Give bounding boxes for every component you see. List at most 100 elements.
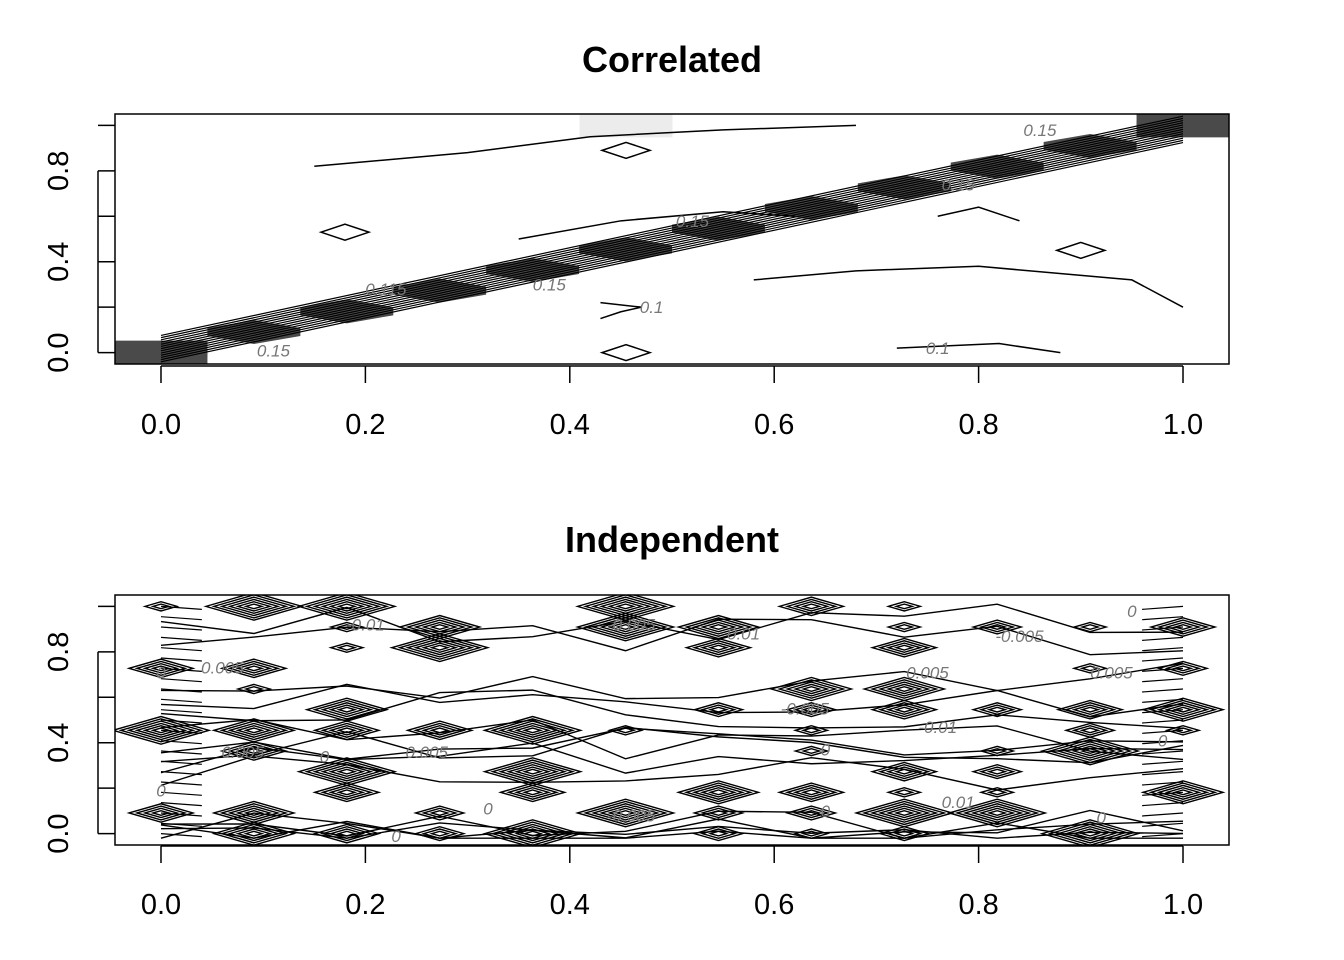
contour-line (160, 771, 202, 776)
contour-ring (429, 644, 451, 651)
contour-ring (328, 786, 366, 798)
contour-ring (869, 637, 939, 658)
contour-ring (599, 343, 653, 362)
contour-ring (877, 764, 931, 780)
contour-line (160, 820, 1184, 839)
contour-label: 0.1 (640, 298, 664, 317)
contour-ring (134, 722, 188, 738)
contour-label: 0.15 (533, 275, 567, 294)
contour-label: -0.01 (346, 616, 385, 635)
contour-line (1142, 657, 1184, 662)
x-tick-label: 1.0 (1163, 889, 1203, 921)
contour-line (160, 647, 202, 652)
contour-label: 0.15 (1023, 121, 1057, 140)
contour-ring (893, 706, 915, 713)
contour-line (160, 755, 1184, 791)
contour-line (160, 812, 1184, 839)
contour-line (160, 115, 1184, 337)
contour-ring (1071, 725, 1109, 736)
contour-ring (1079, 665, 1101, 672)
y-tick-label: 0.8 (43, 151, 75, 191)
contour-line (1142, 678, 1184, 683)
contour-line (600, 301, 642, 320)
contour-line (1142, 833, 1184, 838)
contour-ring (296, 595, 398, 621)
contour-ring (885, 704, 923, 715)
contour-label: 0.005 (201, 659, 244, 678)
contour-ring (429, 809, 451, 817)
contour-ring (1063, 743, 1117, 759)
contour-ring (1140, 780, 1226, 805)
contour-ring (683, 782, 753, 803)
plot-area: 0.15 0.15 0.15 0.115 0.15 0.1 0.1 0.15 (115, 114, 1229, 364)
contour-label: -0.005 (995, 627, 1044, 646)
contour-ring (142, 601, 180, 612)
x-tick-label: 0.2 (345, 409, 385, 441)
contour-label: 0.1 (926, 339, 950, 358)
plot-area: -0.01 -0.005 0.01 -0.005 0 0.005 0.005 0.005 0 -0… (115, 595, 1226, 845)
contour-line (160, 727, 1184, 760)
contour-line (1142, 812, 1184, 817)
contour-ring (970, 805, 1024, 821)
contour-ring (1063, 722, 1117, 738)
contour-line (160, 791, 202, 796)
contour-label: -0.005 (607, 616, 656, 635)
contour-ring (211, 718, 297, 743)
contour-line (160, 137, 1184, 359)
contour-line (160, 117, 1184, 339)
contour-ring (1148, 617, 1218, 637)
contour-ring (893, 685, 915, 693)
contour-line (1142, 616, 1184, 621)
x-tick-label: 0.6 (754, 889, 794, 921)
y-tick-label: 0.0 (43, 332, 75, 372)
contour-ring (1164, 621, 1202, 633)
contour-line (518, 210, 795, 240)
contour-ring (707, 706, 729, 713)
contour-ring (126, 720, 196, 741)
contour-label: 0.01 (942, 793, 975, 812)
contour-ring (893, 644, 915, 651)
contour-ring (115, 715, 212, 745)
contour-ring (954, 800, 1040, 826)
contour-ring (683, 637, 753, 658)
contour-ring (235, 601, 273, 612)
contour-ring (336, 644, 358, 651)
contour-ring (490, 718, 576, 743)
contour-label: 0.115 (365, 280, 407, 299)
contour-ring (320, 598, 374, 614)
contour-line (160, 742, 1184, 774)
contour-ring (591, 596, 661, 617)
contour-ring (227, 598, 281, 614)
y-tick-label: 0.4 (43, 242, 75, 282)
contour-label: 0.005 (221, 743, 264, 762)
contour-ring (583, 800, 669, 826)
contour-ring (607, 807, 645, 819)
contour-ring (978, 745, 1016, 757)
contour-ring (970, 702, 1024, 718)
contour-line (160, 740, 202, 745)
contour-ring (219, 803, 289, 823)
contour-ring (405, 637, 475, 658)
contour-ring (514, 725, 552, 736)
contour-ring (243, 727, 265, 734)
contour-ring (699, 621, 737, 633)
contour-line (1142, 729, 1184, 734)
contour-ring (861, 676, 947, 702)
contour-ring (691, 702, 745, 718)
x-tick-label: 1.0 (1163, 409, 1203, 441)
contour-line (160, 683, 1184, 718)
contour-line (160, 135, 1184, 356)
contour-ring (615, 809, 637, 817)
contour-line (160, 760, 202, 765)
contour-ring (1071, 663, 1109, 674)
contour-line (1142, 740, 1184, 745)
contour-line (160, 822, 202, 827)
contour-label: 0 (1127, 602, 1137, 621)
contour-ring (986, 623, 1008, 631)
contour-ring (1071, 704, 1109, 715)
contour-ring (318, 223, 372, 241)
contour-ring (575, 798, 677, 828)
contour-ring (243, 603, 265, 610)
contour-ring (142, 725, 180, 736)
contour-ring (336, 768, 358, 775)
